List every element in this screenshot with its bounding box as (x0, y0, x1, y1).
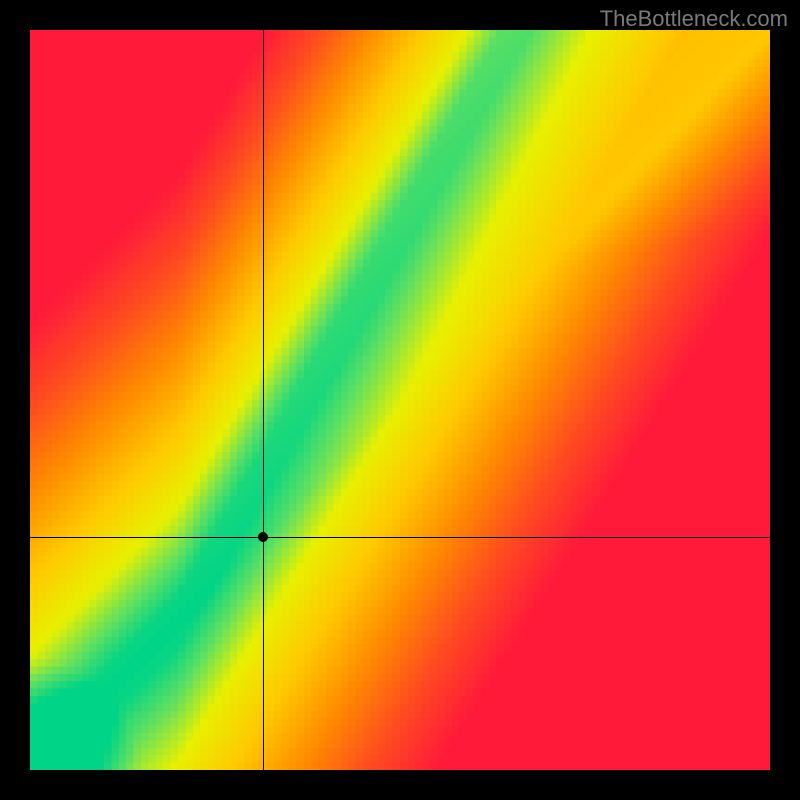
heatmap-canvas (30, 30, 770, 770)
watermark: TheBottleneck.com (600, 6, 788, 32)
crosshair-vertical (263, 30, 264, 770)
crosshair-horizontal (30, 537, 770, 538)
bottleneck-heatmap (30, 30, 770, 770)
crosshair-marker (258, 532, 268, 542)
